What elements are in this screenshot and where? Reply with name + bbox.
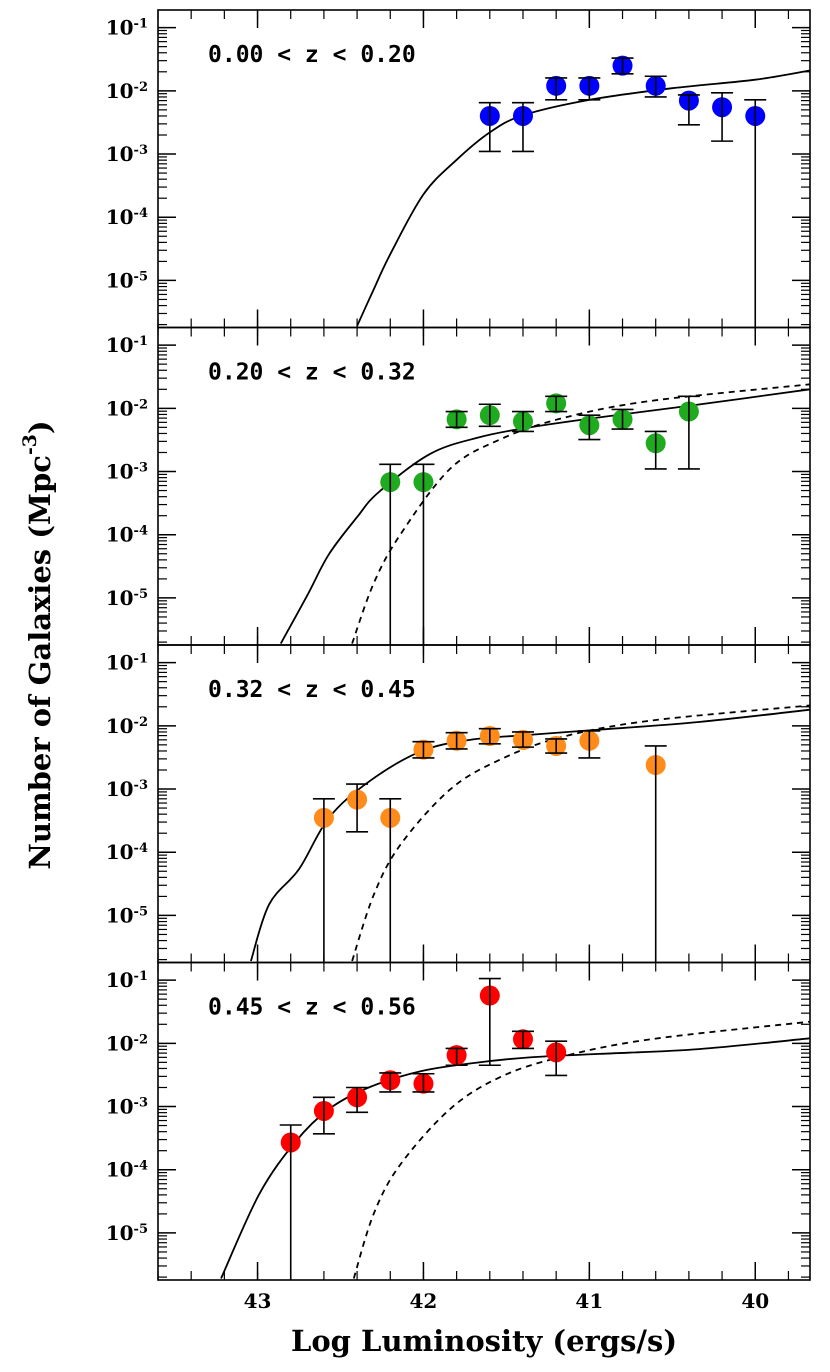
dashed-curve	[351, 704, 810, 962]
panel-title: 0.45 < z < 0.56	[208, 995, 416, 1021]
y-tick-label: 10-3	[106, 142, 148, 166]
y-tick-label: 10-2	[106, 714, 148, 738]
y-tick-label: 10-2	[106, 396, 148, 420]
y-tick-label: 10-5	[106, 586, 148, 610]
y-tick-label: 10-1	[106, 333, 148, 357]
dashed-curve	[351, 383, 810, 644]
fit-curve	[279, 388, 810, 644]
y-tick-label: 10-2	[106, 1031, 148, 1055]
y-tick-label: 10-1	[106, 651, 148, 675]
y-tick-label: 10-5	[106, 1221, 148, 1245]
y-tick-label: 10-3	[106, 777, 148, 801]
panel-title: 0.32 < z < 0.45	[208, 677, 416, 703]
panel-title: 0.00 < z < 0.20	[208, 42, 416, 68]
y-tick-label: 10-2	[106, 79, 148, 103]
fit-curve	[356, 69, 810, 327]
x-tick-label: 40	[741, 1289, 769, 1313]
y-tick-label: 10-5	[106, 903, 148, 927]
y-tick-label: 10-4	[106, 840, 148, 864]
dashed-curve	[352, 1020, 810, 1279]
y-tick-label: 10-1	[106, 968, 148, 992]
y-tick-label: 10-1	[106, 16, 148, 40]
x-tick-label: 42	[410, 1289, 438, 1313]
panel: 10-1 10-2 10-3 10-4 10-5 0.32 < z < 0.45	[106, 644, 811, 964]
y-axis-label: Number of Galaxies (Mpc-3)	[19, 420, 57, 869]
y-tick-label: 10-4	[106, 205, 148, 229]
panel-title: 0.20 < z < 0.32	[208, 360, 416, 386]
y-tick-label: 10-4	[106, 1158, 148, 1182]
frame	[157, 961, 811, 1281]
y-tick-label: 10-3	[106, 460, 148, 484]
y-tick-label: 10-5	[106, 268, 148, 292]
panel: 10-1 10-2 10-3 10-4 10-5 0.00 < z < 0.20	[106, 9, 811, 329]
y-tick-label: 10-3	[106, 1095, 148, 1119]
panel: 10-1 10-2 10-3 10-4 10-5 0.20 < z < 0.32	[106, 326, 811, 646]
panel: 10-1 10-2 10-3 10-4 10-5 43 42 41 40 0.45 < z < 0…	[106, 961, 811, 1313]
fit-curve	[220, 1037, 810, 1279]
x-tick-label: 43	[244, 1289, 272, 1313]
y-tick-label: 10-4	[106, 523, 148, 547]
x-tick-label: 41	[575, 1289, 603, 1313]
x-axis-label: Log Luminosity (ergs/s)	[291, 1324, 677, 1358]
